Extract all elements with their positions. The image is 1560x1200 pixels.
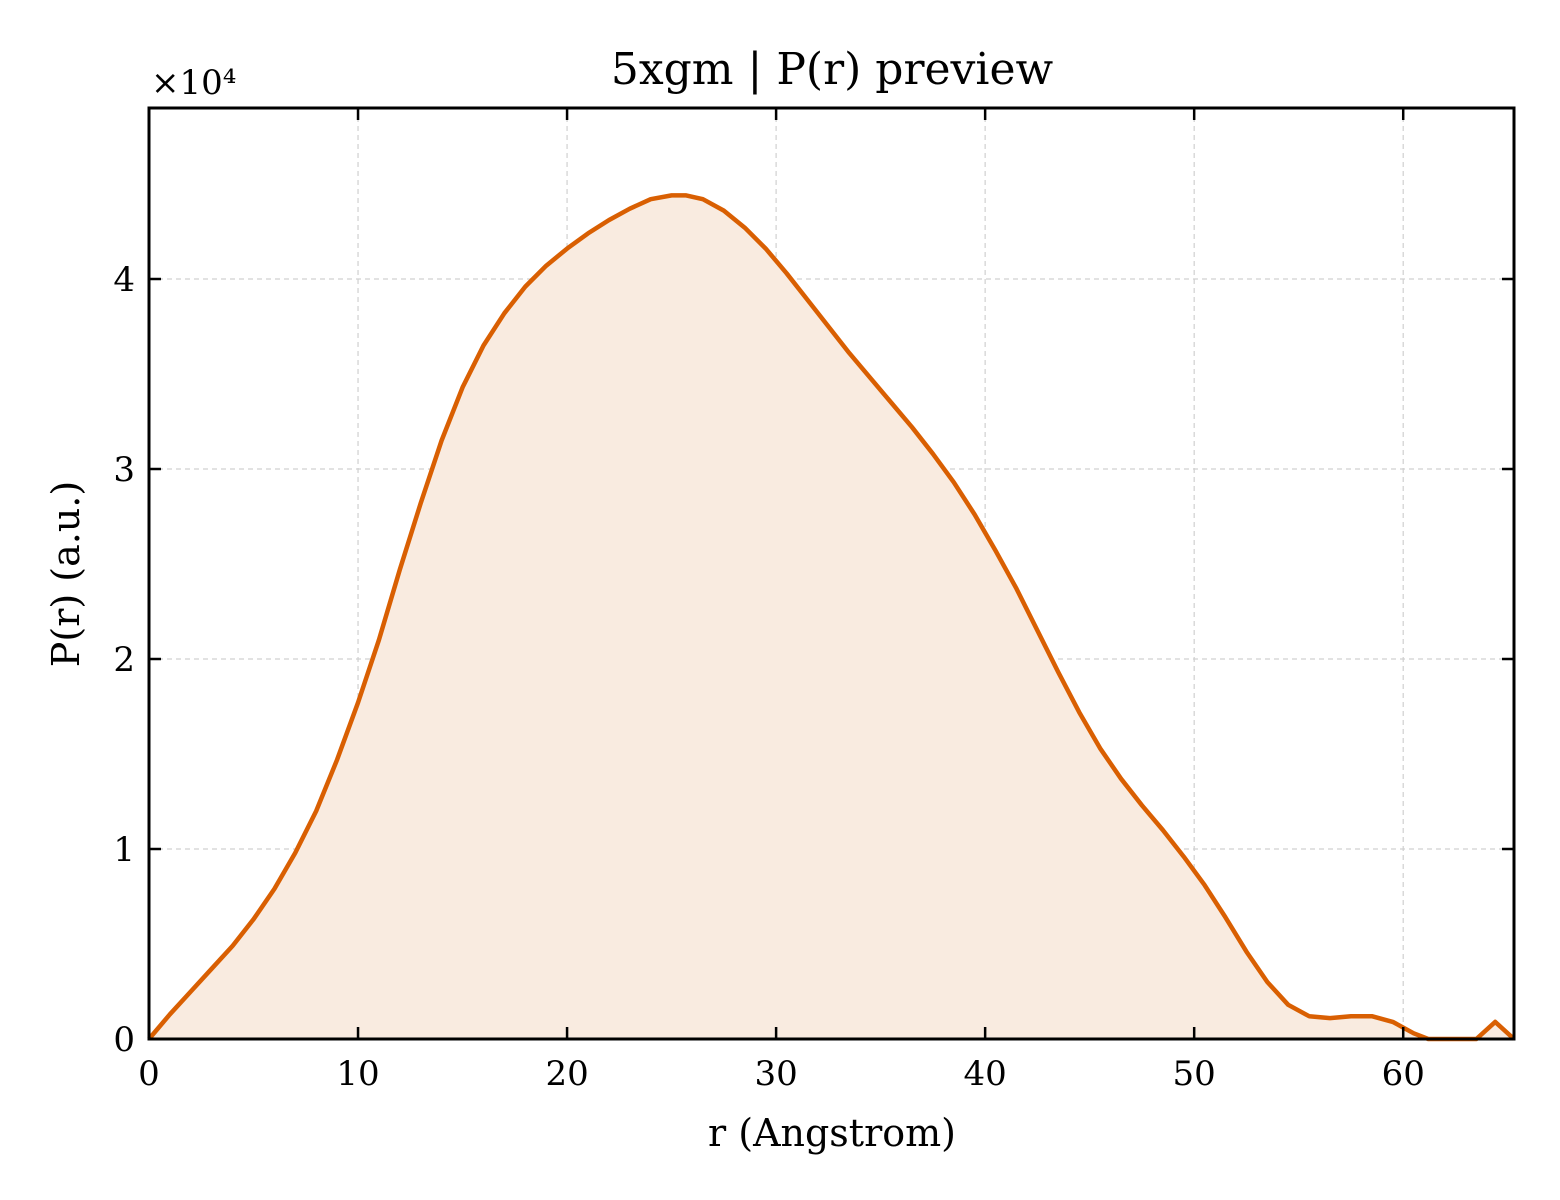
y-tick-label: 0: [113, 1020, 135, 1060]
y-tick-label: 4: [113, 260, 135, 300]
area-fill: [149, 195, 1514, 1039]
x-tick-label: 50: [1173, 1054, 1216, 1094]
y-multiplier-label: ×10⁴: [151, 63, 236, 103]
plot-frame: [147, 106, 1516, 1041]
series-area: [149, 195, 1514, 1039]
x-axis-label: r (Angstrom): [708, 1111, 956, 1155]
series-line: [147, 193, 1516, 1042]
chart-title: 5xgm | P(r) preview: [611, 44, 1054, 95]
x-tick-label: 0: [138, 1054, 160, 1094]
series-curve: [147, 193, 1516, 1042]
x-tick-label: 40: [964, 1054, 1007, 1094]
y-axis-label: P(r) (a.u.): [44, 481, 88, 667]
axis-ticks: 0 10 20 30 40 50 60 0 1 2 3 4: [113, 108, 1514, 1094]
y-tick-label: 1: [113, 830, 135, 870]
x-tick-label: 10: [336, 1054, 379, 1094]
x-tick-label: 30: [754, 1054, 797, 1094]
y-tick-label: 2: [113, 640, 135, 680]
x-tick-label: 20: [545, 1054, 588, 1094]
y-tick-label: 3: [113, 450, 135, 490]
x-tick-label: 60: [1382, 1054, 1425, 1094]
